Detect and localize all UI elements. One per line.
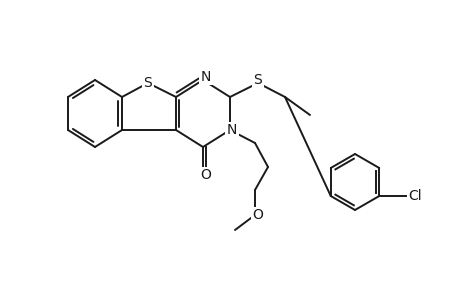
Text: S: S [143, 76, 152, 90]
Text: Cl: Cl [408, 189, 421, 203]
Text: S: S [253, 73, 262, 87]
Text: O: O [200, 168, 211, 182]
Text: O: O [252, 208, 263, 222]
Text: N: N [201, 70, 211, 84]
Text: N: N [226, 123, 237, 137]
